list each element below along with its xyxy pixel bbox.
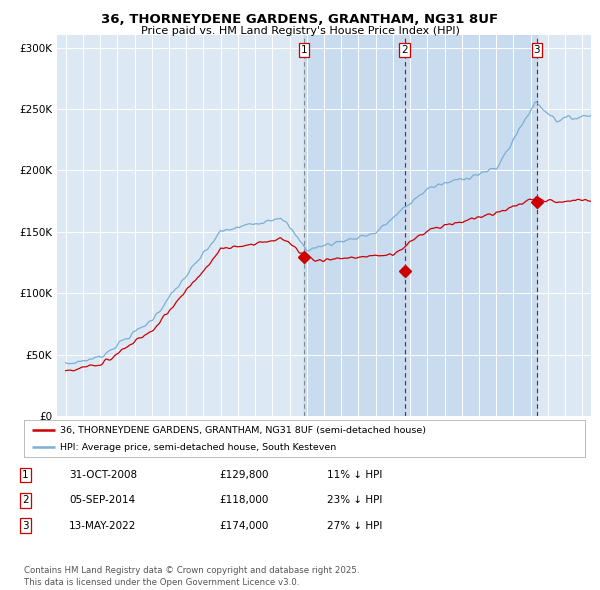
Text: Contains HM Land Registry data © Crown copyright and database right 2025.
This d: Contains HM Land Registry data © Crown c… (24, 566, 359, 587)
Text: 11% ↓ HPI: 11% ↓ HPI (327, 470, 382, 480)
Text: 3: 3 (533, 45, 540, 55)
Text: £129,800: £129,800 (219, 470, 269, 480)
Text: 05-SEP-2014: 05-SEP-2014 (69, 496, 135, 505)
Text: 27% ↓ HPI: 27% ↓ HPI (327, 521, 382, 530)
Text: Price paid vs. HM Land Registry's House Price Index (HPI): Price paid vs. HM Land Registry's House … (140, 26, 460, 36)
Text: 2: 2 (22, 496, 29, 505)
Text: 1: 1 (301, 45, 307, 55)
Text: 36, THORNEYDENE GARDENS, GRANTHAM, NG31 8UF: 36, THORNEYDENE GARDENS, GRANTHAM, NG31 … (101, 13, 499, 26)
Text: 31-OCT-2008: 31-OCT-2008 (69, 470, 137, 480)
Text: HPI: Average price, semi-detached house, South Kesteven: HPI: Average price, semi-detached house,… (61, 442, 337, 452)
Text: 36, THORNEYDENE GARDENS, GRANTHAM, NG31 8UF (semi-detached house): 36, THORNEYDENE GARDENS, GRANTHAM, NG31 … (61, 425, 427, 435)
Text: 1: 1 (22, 470, 29, 480)
Text: 13-MAY-2022: 13-MAY-2022 (69, 521, 136, 530)
Text: 3: 3 (22, 521, 29, 530)
Bar (304, 35, 537, 416)
Text: £118,000: £118,000 (219, 496, 268, 505)
Text: £174,000: £174,000 (219, 521, 268, 530)
Text: 2: 2 (401, 45, 408, 55)
Text: 23% ↓ HPI: 23% ↓ HPI (327, 496, 382, 505)
